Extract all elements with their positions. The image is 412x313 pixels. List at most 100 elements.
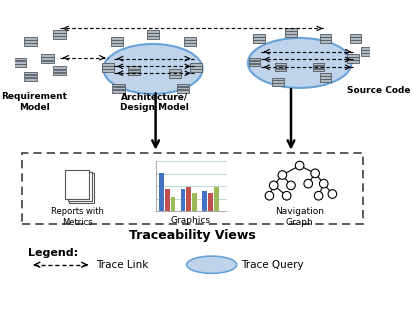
Bar	[13, 64, 26, 67]
Bar	[272, 83, 283, 86]
Bar	[112, 84, 124, 86]
Bar	[320, 76, 331, 79]
Bar	[181, 189, 185, 211]
Bar	[272, 80, 283, 83]
Bar	[313, 63, 324, 65]
Text: Graphics: Graphics	[171, 216, 211, 224]
Bar	[128, 66, 140, 69]
Bar	[320, 40, 331, 43]
Bar	[24, 43, 37, 46]
Bar	[68, 172, 92, 201]
Bar	[111, 40, 123, 43]
Bar	[184, 43, 196, 46]
Bar	[112, 90, 124, 93]
Circle shape	[328, 190, 337, 198]
Bar	[13, 58, 26, 60]
Circle shape	[304, 179, 313, 188]
Bar	[24, 75, 37, 77]
Bar	[187, 187, 191, 211]
Bar	[13, 61, 26, 64]
Text: Architecture/
Design Model: Architecture/ Design Model	[120, 92, 189, 112]
Bar	[177, 84, 189, 86]
Bar	[320, 79, 331, 82]
Bar	[171, 197, 176, 211]
Bar	[350, 37, 361, 40]
Bar	[41, 58, 54, 60]
Bar	[272, 78, 283, 80]
Bar	[147, 36, 159, 39]
Text: Trace Link: Trace Link	[96, 260, 148, 270]
Bar	[54, 69, 66, 72]
Bar	[286, 28, 297, 31]
Text: Requirement
Model: Requirement Model	[1, 92, 67, 112]
Text: Trace Query: Trace Query	[241, 260, 304, 270]
Bar	[102, 63, 114, 66]
Bar	[286, 31, 297, 34]
Text: Source Code: Source Code	[347, 86, 410, 95]
Bar	[347, 54, 359, 57]
Bar	[275, 69, 286, 71]
Bar	[111, 43, 123, 46]
Bar	[69, 173, 94, 203]
Bar	[54, 30, 66, 33]
Bar	[361, 53, 372, 56]
Circle shape	[319, 179, 328, 188]
Bar	[249, 64, 260, 66]
Bar	[111, 37, 123, 40]
Circle shape	[282, 192, 291, 200]
Bar	[128, 73, 140, 75]
Text: Legend:: Legend:	[28, 248, 78, 258]
Bar	[128, 69, 140, 72]
Bar	[249, 61, 260, 63]
Bar	[54, 33, 66, 36]
Bar	[192, 193, 197, 211]
Ellipse shape	[187, 256, 236, 273]
Bar	[41, 61, 54, 63]
Circle shape	[287, 181, 295, 190]
Bar	[102, 66, 114, 69]
Text: Reports with
Metrics: Reports with Metrics	[51, 207, 103, 227]
Bar	[253, 34, 265, 37]
Bar	[202, 191, 207, 211]
Circle shape	[265, 192, 274, 200]
Bar	[41, 54, 54, 57]
Circle shape	[314, 192, 323, 200]
Bar	[169, 75, 180, 78]
Bar	[214, 187, 219, 211]
Circle shape	[269, 181, 278, 190]
Bar	[147, 30, 159, 33]
Bar	[249, 58, 260, 60]
Bar	[177, 87, 189, 90]
Bar	[320, 34, 331, 37]
Bar	[24, 78, 37, 80]
Bar	[169, 72, 180, 75]
Bar	[320, 37, 331, 40]
Ellipse shape	[103, 44, 203, 94]
Circle shape	[311, 169, 319, 178]
Bar	[286, 34, 297, 37]
Bar	[190, 66, 202, 69]
Bar	[112, 87, 124, 90]
Bar	[54, 36, 66, 39]
Circle shape	[295, 161, 304, 170]
Bar	[313, 66, 324, 68]
Bar	[54, 66, 66, 69]
Bar	[208, 193, 213, 211]
Bar	[347, 60, 359, 63]
Bar	[347, 57, 359, 60]
Circle shape	[278, 171, 287, 179]
Bar	[320, 73, 331, 76]
Bar	[159, 173, 164, 211]
Bar	[24, 72, 37, 74]
Bar	[65, 170, 89, 199]
Ellipse shape	[248, 38, 351, 88]
Bar	[177, 90, 189, 93]
Bar	[361, 50, 372, 53]
Bar	[184, 37, 196, 40]
Bar	[350, 34, 361, 37]
Bar	[24, 40, 37, 43]
Bar	[22, 153, 363, 224]
Bar	[350, 40, 361, 43]
Bar	[165, 189, 170, 211]
Bar	[24, 37, 37, 40]
